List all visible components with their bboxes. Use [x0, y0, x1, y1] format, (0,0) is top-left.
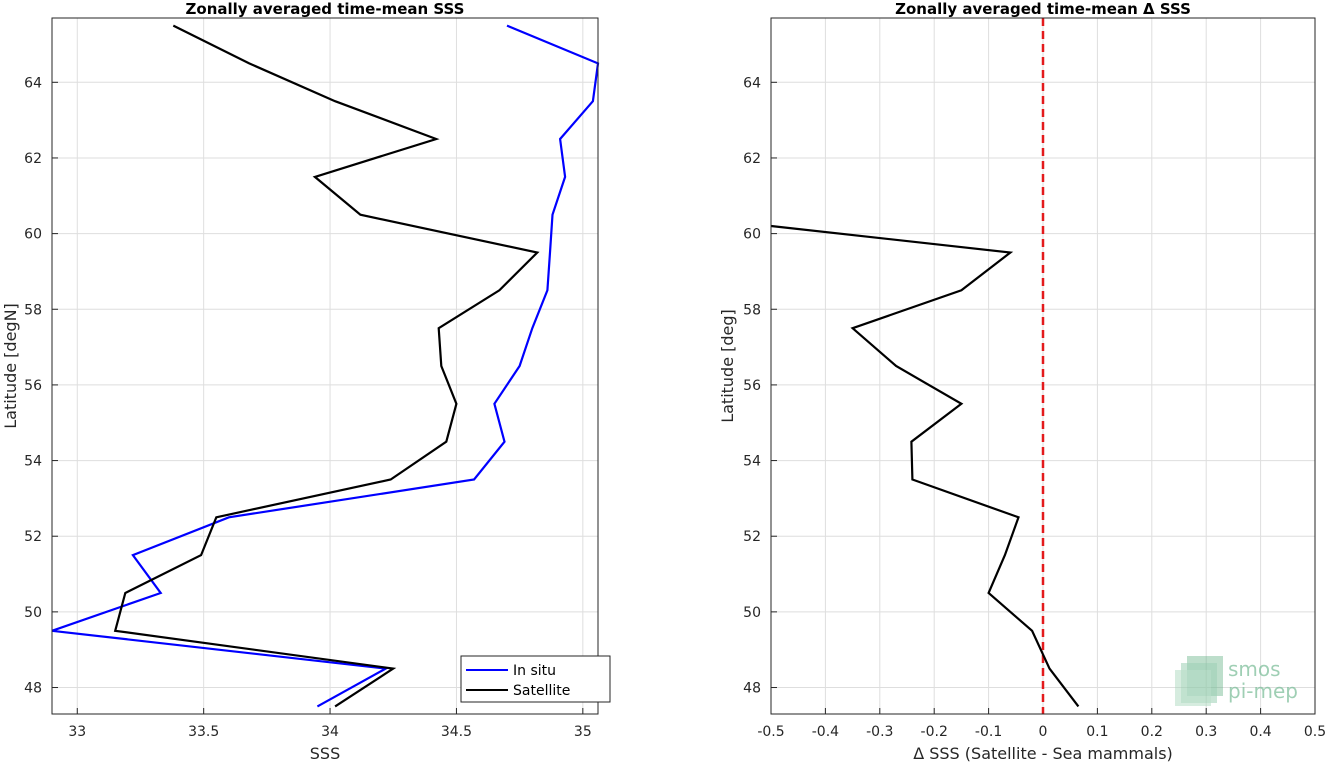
sss-series-in-situ-line — [51, 24, 600, 708]
sss-ticks: 33 33.5 34 34.5 35 48 50 52 54 56 58 60 62 64 — [24, 75, 592, 740]
delta-x-tick-label: 0.2 — [1141, 724, 1163, 740]
delta-y-axis-label: Latitude [deg] — [718, 309, 737, 423]
logo-text-pimep: pi-mep — [1228, 679, 1298, 703]
delta-y-tick-label: 60 — [743, 227, 761, 243]
sss-x-tick-label: 35 — [574, 724, 592, 740]
sss-y-tick-label: 48 — [24, 681, 42, 697]
logo-text-smos: smos — [1228, 657, 1281, 681]
logo-layer-2 — [1181, 663, 1217, 703]
sss-axes-frame — [51, 17, 599, 715]
sss-y-tick-label: 54 — [24, 454, 42, 470]
delta-x-axis-label: Δ SSS (Satellite - Sea mammals) — [913, 744, 1173, 763]
logo-layer-1 — [1187, 656, 1223, 696]
delta-axes-frame — [770, 17, 1316, 715]
delta-x-tick-label: -0.1 — [975, 724, 1002, 740]
sss-lines — [51, 24, 600, 708]
sss-y-tick-label: 52 — [24, 529, 42, 545]
delta-chart-title: Zonally averaged time-mean Δ SSS — [895, 0, 1191, 18]
delta-sss-panel: Zonally averaged time-mean Δ SSS Δ SSS (… — [718, 0, 1326, 763]
sss-y-axis-label: Latitude [degN] — [1, 303, 20, 429]
delta-ticks: -0.5 -0.4 -0.3 -0.2 -0.1 0 0.1 0.2 0.3 0.4 0.5 48 50… — [743, 75, 1326, 740]
sss-x-tick-label: 33 — [68, 724, 86, 740]
delta-x-tick-label: -0.3 — [866, 724, 893, 740]
delta-y-tick-label: 56 — [743, 378, 761, 394]
sss-y-tick-label: 64 — [24, 75, 42, 91]
sss-x-tick-label: 34 — [321, 724, 339, 740]
sss-panel: Zonally averaged time-mean SSS SSS Latit… — [1, 0, 611, 763]
sss-y-tick-label: 58 — [24, 302, 42, 318]
delta-y-tick-label: 64 — [743, 75, 761, 91]
sss-x-tick-label: 33.5 — [188, 724, 219, 740]
delta-x-tick-label: -0.2 — [921, 724, 948, 740]
sss-y-tick-label: 62 — [24, 151, 42, 167]
sss-y-tick-label: 60 — [24, 227, 42, 243]
delta-y-tick-label: 62 — [743, 151, 761, 167]
sss-series-satellite-line — [113, 24, 540, 708]
sss-y-tick-label: 56 — [24, 378, 42, 394]
logo-layer-3 — [1175, 670, 1211, 706]
smos-pi-mep-logo: smos pi-mep — [1175, 656, 1298, 706]
delta-y-tick-label: 52 — [743, 529, 761, 545]
delta-y-tick-label: 54 — [743, 454, 761, 470]
sss-chart-title: Zonally averaged time-mean SSS — [186, 0, 465, 18]
delta-y-tick-label: 58 — [743, 302, 761, 318]
delta-lines — [770, 18, 1080, 714]
delta-x-tick-label: -0.5 — [757, 724, 784, 740]
delta-x-tick-label: 0.5 — [1304, 724, 1326, 740]
sss-legend: In situ Satellite — [460, 655, 611, 703]
legend-in-situ-label: In situ — [513, 663, 556, 679]
delta-x-tick-label: 0 — [1039, 724, 1048, 740]
sss-grid — [52, 18, 598, 714]
delta-x-tick-label: -0.4 — [812, 724, 839, 740]
delta-series-delta-sss-line — [770, 224, 1080, 708]
sss-x-tick-label: 34.5 — [441, 724, 472, 740]
sss-y-tick-label: 50 — [24, 605, 42, 621]
legend-satellite-label: Satellite — [513, 683, 570, 699]
sss-x-axis-label: SSS — [310, 744, 340, 763]
delta-x-tick-label: 0.3 — [1195, 724, 1217, 740]
delta-y-tick-label: 48 — [743, 681, 761, 697]
legend-box — [460, 655, 611, 703]
delta-x-tick-label: 0.1 — [1086, 724, 1108, 740]
delta-y-tick-label: 50 — [743, 605, 761, 621]
delta-x-tick-label: 0.4 — [1249, 724, 1271, 740]
